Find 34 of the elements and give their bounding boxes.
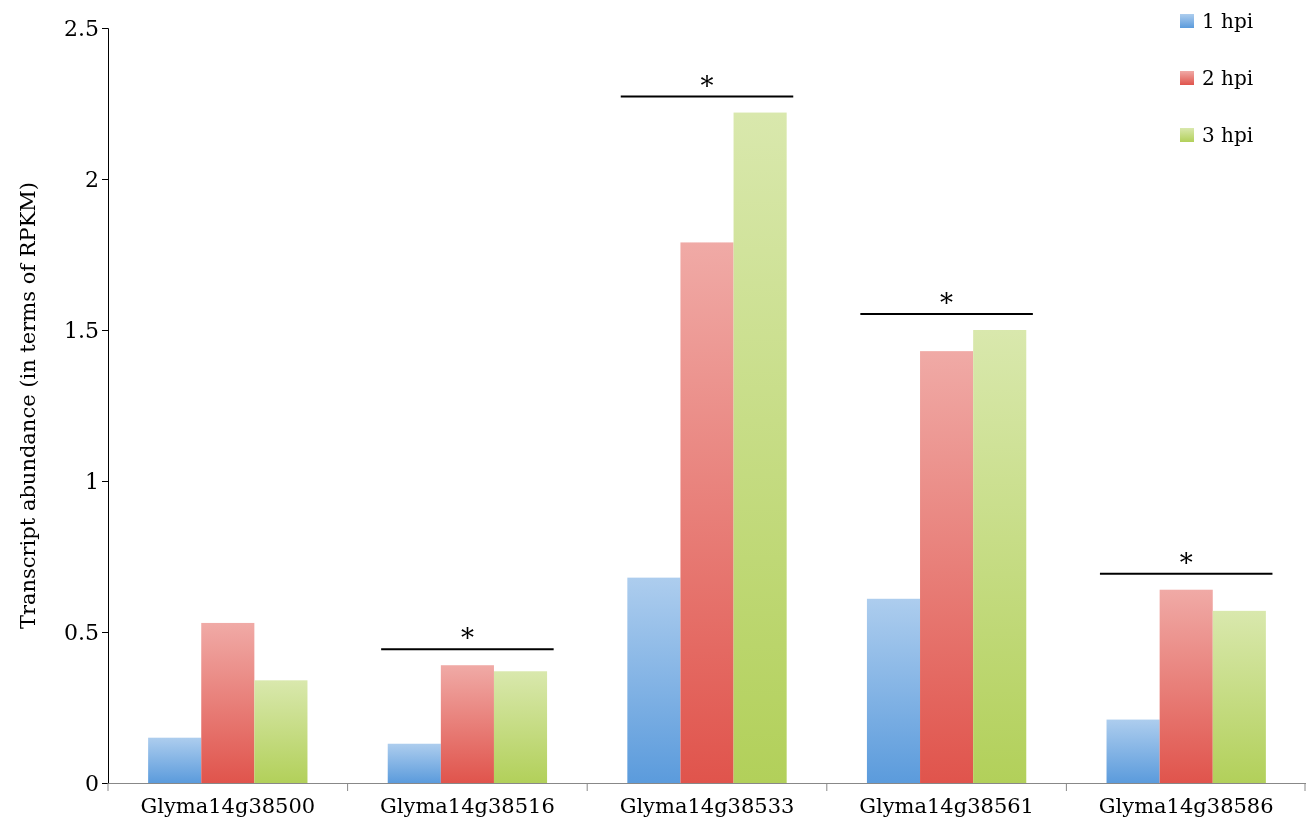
bar xyxy=(201,622,255,783)
bar xyxy=(866,598,921,783)
bar xyxy=(1212,610,1266,783)
x-tick-label: Glyma14g38586 xyxy=(1098,794,1274,819)
x-tick-label: Glyma14g38516 xyxy=(380,794,555,819)
y-tick-label: 2.5 xyxy=(64,15,99,41)
annotation: * xyxy=(700,70,714,101)
y-tick-label: 2 xyxy=(85,166,99,192)
bar xyxy=(254,680,308,783)
y-tick-label: 0 xyxy=(85,770,99,796)
bar xyxy=(387,743,441,783)
bar xyxy=(920,351,974,783)
bar xyxy=(148,737,202,783)
x-tick-label: Glyma14g38533 xyxy=(619,794,795,819)
y-tick-label: 1 xyxy=(85,468,99,494)
x-tick-label: Glyma14g38561 xyxy=(859,794,1034,819)
bar xyxy=(1159,589,1213,783)
bar xyxy=(493,671,548,783)
bar xyxy=(1106,719,1160,783)
legend-label: 1 hpi xyxy=(1202,9,1254,33)
legend-label: 2 hpi xyxy=(1202,66,1254,90)
y-tick-label: 1.5 xyxy=(64,317,99,343)
annotation: * xyxy=(940,288,954,318)
x-tick-label: Glyma14g38500 xyxy=(140,794,316,819)
bar xyxy=(733,112,787,783)
y-axis-title: Transcript abundance (in terms of RPKM) xyxy=(16,181,40,630)
legend-label: 3 hpi xyxy=(1202,123,1254,147)
bar xyxy=(973,330,1027,783)
y-tick-label: 0.5 xyxy=(64,619,99,645)
bar xyxy=(627,577,681,783)
annotation: * xyxy=(1179,547,1193,578)
bar xyxy=(440,665,494,783)
bar xyxy=(680,242,734,783)
annotation: * xyxy=(460,623,474,654)
